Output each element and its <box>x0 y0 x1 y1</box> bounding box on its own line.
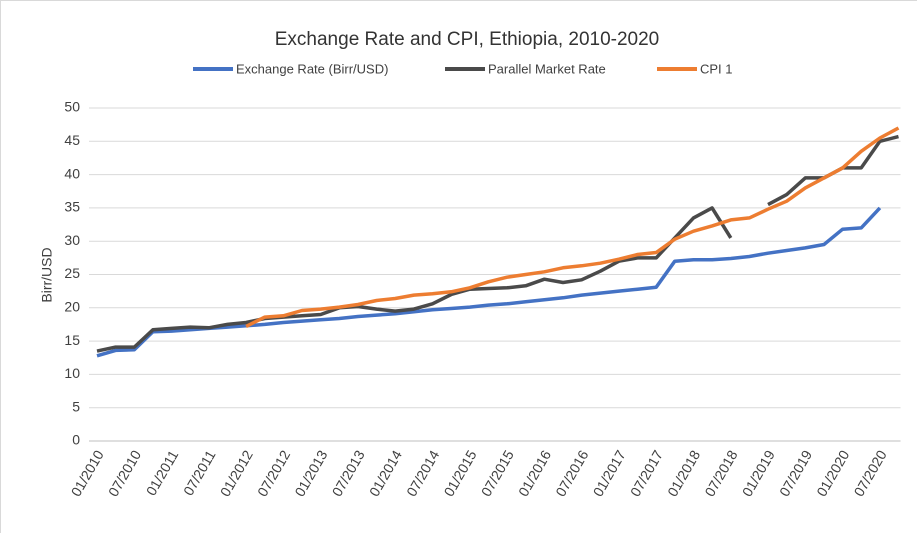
series-line <box>245 126 900 328</box>
y-tick-label: 5 <box>72 398 80 414</box>
legend-label: Parallel Market Rate <box>488 61 606 76</box>
y-tick-label: 10 <box>64 365 80 381</box>
y-axis-title: Birr/USD <box>39 247 55 302</box>
y-tick-label: 40 <box>64 165 80 181</box>
y-tick-label: 25 <box>64 265 80 281</box>
y-tick-label: 50 <box>64 99 80 115</box>
series-line <box>96 206 882 358</box>
y-tick-label: 15 <box>64 332 80 348</box>
y-tick-label: 30 <box>64 232 80 248</box>
y-tick-label: 0 <box>72 432 80 448</box>
legend-label: Exchange Rate (Birr/USD) <box>236 61 388 76</box>
y-tick-label: 45 <box>64 132 80 148</box>
legend-label: CPI 1 <box>700 61 733 76</box>
y-tick-label: 35 <box>64 199 80 215</box>
y-tick-label: 20 <box>64 299 80 315</box>
chart-title: Exchange Rate and CPI, Ethiopia, 2010-20… <box>275 29 660 50</box>
